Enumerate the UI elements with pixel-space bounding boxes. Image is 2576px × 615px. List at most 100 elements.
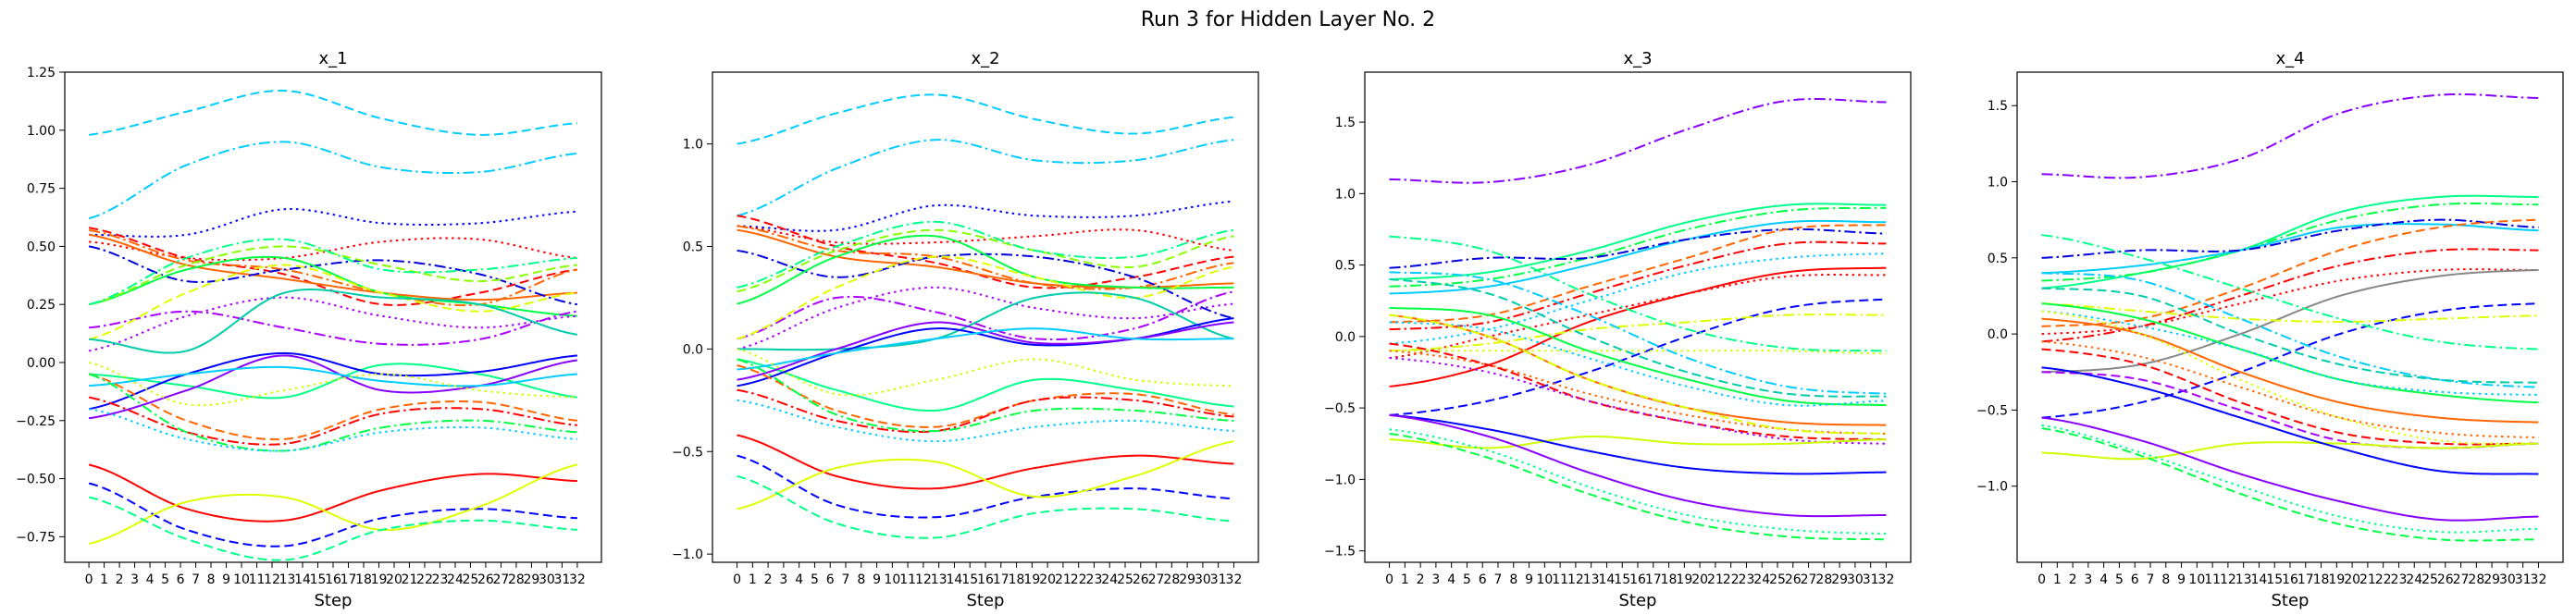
series-line-21 [737, 388, 1234, 434]
x-tick-label: 23 [1086, 572, 1103, 587]
x-tick-label: 6 [2131, 572, 2139, 587]
y-tick-label: −0.5 [1976, 403, 2008, 418]
x-tick-label: 4 [146, 572, 155, 587]
series-line-12 [737, 290, 1234, 341]
series-line-17 [1389, 306, 1887, 407]
series-line-27 [88, 463, 578, 545]
series-line-2 [2041, 194, 2539, 289]
x-tick-label: 30 [1195, 572, 1211, 587]
x-tick-label: 31 [1863, 572, 1879, 587]
x-tick-label: 12 [1567, 572, 1584, 587]
y-tick-label: −0.5 [672, 445, 703, 460]
x-tick-label: 18 [1661, 572, 1678, 587]
series-line-18 [737, 321, 1234, 381]
y-tick-label: 1.0 [1988, 176, 2008, 191]
x-tick-label: 7 [192, 572, 200, 587]
x-tick-label: 1 [2053, 572, 2062, 587]
series-line-6 [1389, 224, 1887, 324]
series-line-9 [737, 234, 1234, 305]
y-tick-label: −0.50 [16, 473, 56, 487]
series-line-10 [1389, 274, 1887, 360]
x-tick-label: 2 [1417, 572, 1425, 587]
x-tick-label: 28 [1163, 572, 1180, 587]
y-tick-label: 0.0 [1335, 330, 1356, 345]
series-line-28 [737, 474, 1234, 539]
x-tick-label: 17 [1645, 572, 1662, 587]
series-line-22 [737, 358, 1234, 433]
x-tick-label: 32 [569, 572, 586, 587]
x-tick-label: 21 [2359, 572, 2376, 587]
x-tick-label: 31 [2515, 572, 2532, 587]
x-tick-label: 20 [2344, 572, 2360, 587]
x-tick-label: 29 [1179, 572, 1195, 587]
x-tick-label: 1 [100, 572, 108, 587]
x-tick-label: 19 [1676, 572, 1692, 587]
series-line-27 [1389, 428, 1887, 535]
x-tick-label: 26 [477, 572, 494, 587]
series-line-2 [1389, 203, 1887, 281]
x-tick-label: 10 [884, 572, 900, 587]
x-tick-label: 31 [553, 572, 570, 587]
x-tick-label: 10 [2188, 572, 2205, 587]
series-line-17 [2041, 317, 2539, 424]
x-tick-label: 8 [857, 572, 865, 587]
series-line-8 [737, 249, 1234, 320]
series-line-1 [2041, 92, 2539, 179]
x-tick-label: 18 [1009, 572, 1025, 587]
series-line-3 [2041, 202, 2539, 282]
y-tick-label: 1.5 [1988, 99, 2008, 114]
x-tick-label: 16 [1629, 572, 1646, 587]
x-tick-label: 15 [310, 572, 327, 587]
x-tick-label: 14 [947, 572, 963, 587]
subplot-x-3: −1.5−1.0−0.50.00.51.01.50 1 2 3 4 5 6 7 8 9 101112… [1324, 49, 1912, 610]
subplot-title: x_1 [318, 49, 347, 68]
series-lines [2041, 92, 2539, 542]
x-tick-label: 24 [447, 572, 464, 587]
series-line-18 [88, 354, 578, 420]
series-line-20 [737, 364, 1234, 428]
series-line-4 [1389, 219, 1887, 295]
x-tick-label: 21 [1707, 572, 1724, 587]
x-tick-label: 19 [1023, 572, 1040, 587]
x-tick-label: 27 [1801, 572, 1817, 587]
x-tick-label: 26 [1785, 572, 1802, 587]
x-tick-label: 18 [355, 572, 372, 587]
x-tick-label: 9 [2177, 572, 2186, 587]
x-tick-label: 10 [1536, 572, 1553, 587]
x-tick-label: 7 [2147, 572, 2155, 587]
series-line-3 [1389, 206, 1887, 288]
x-tick-label: 11 [899, 572, 916, 587]
series-line-14 [88, 264, 578, 340]
x-tick-label: 24 [1101, 572, 1118, 587]
series-line-19 [2041, 348, 2539, 446]
series-line-19 [1389, 314, 1887, 426]
series-line-11 [1389, 298, 1887, 416]
x-tick-label: 29 [524, 572, 540, 587]
series-line-7 [88, 233, 577, 301]
series-line-9 [2041, 268, 2539, 374]
series-line-16 [2041, 310, 2539, 396]
y-tick-label: −0.5 [1324, 401, 1356, 416]
y-tick-label: 0.5 [1988, 252, 2008, 266]
series-line-20 [88, 373, 578, 441]
x-tick-label: 10 [233, 572, 250, 587]
x-tick-label: 22 [416, 572, 433, 587]
y-tick-label: −1.5 [1324, 545, 1356, 560]
series-line-24 [1389, 435, 1887, 449]
series-lines [1389, 98, 1887, 541]
x-tick-label: 32 [2531, 572, 2547, 587]
series-line-8 [88, 245, 578, 306]
series-line-24 [88, 362, 577, 407]
y-tick-label: −1.0 [672, 547, 703, 562]
series-line-4 [88, 227, 578, 306]
series-line-15 [737, 291, 1234, 351]
series-line-26 [737, 454, 1234, 519]
x-tick-label: 2 [764, 572, 773, 587]
series-line-15 [89, 289, 578, 354]
y-tick-label: −1.0 [1976, 480, 2008, 495]
series-line-13 [2041, 272, 2539, 388]
x-tick-label: 0 [733, 572, 741, 587]
series-line-10 [737, 228, 1234, 293]
y-tick-label: 0.50 [27, 240, 56, 254]
x-tick-label: 5 [2115, 572, 2124, 587]
